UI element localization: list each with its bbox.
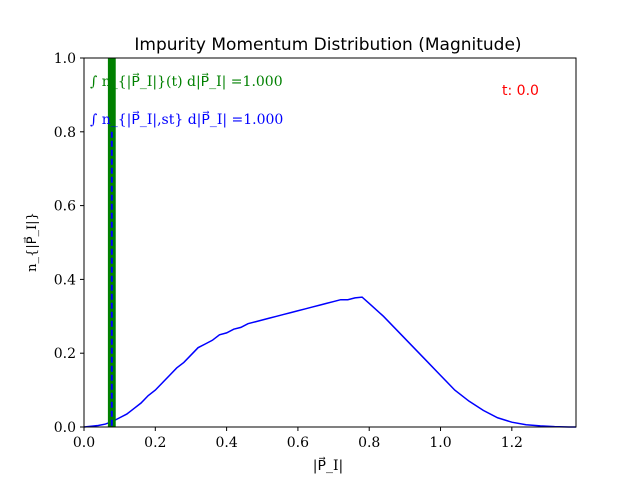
x-tick-label: 1.0 xyxy=(429,435,451,451)
plot-area: 0.0 0.2 0.4 0.6 0.8 1.0 1.2 0.0 0.2 0.4 0.6 0.8 1.0 xyxy=(54,51,577,451)
x-tick-label: 0.4 xyxy=(215,435,237,451)
x-axis-label: |P⃗_I| xyxy=(313,456,343,474)
y-tick-label: 1.0 xyxy=(54,51,76,67)
x-tick-label: 1.2 xyxy=(501,435,523,451)
chart-title: Impurity Momentum Distribution (Magnitud… xyxy=(134,35,521,55)
y-tick-label: 0.6 xyxy=(54,199,76,215)
x-tick-label: 0.0 xyxy=(73,435,95,451)
steady-state-integral-annotation: ∫ n_{|P⃗_I|,st} d|P⃗_I| =1.000 xyxy=(90,110,283,128)
time-label: t: 0.0 xyxy=(502,83,539,99)
y-axis-label: n_{|P⃗_I|} xyxy=(24,212,40,272)
y-tick-label: 0.0 xyxy=(54,420,76,436)
x-tick-label: 0.2 xyxy=(144,435,166,451)
steady-state-distribution-line xyxy=(83,296,576,428)
x-tick-label: 0.6 xyxy=(287,435,309,451)
y-tick-label: 0.4 xyxy=(54,272,76,288)
y-tick-label: 0.2 xyxy=(54,346,76,362)
y-tick-label: 0.8 xyxy=(54,125,76,141)
plot-frame xyxy=(83,57,577,428)
time-dependent-integral-annotation: ∫ n_{|P⃗_I|}(t) d|P⃗_I| =1.000 xyxy=(90,72,283,90)
x-tick-label: 0.8 xyxy=(358,435,380,451)
